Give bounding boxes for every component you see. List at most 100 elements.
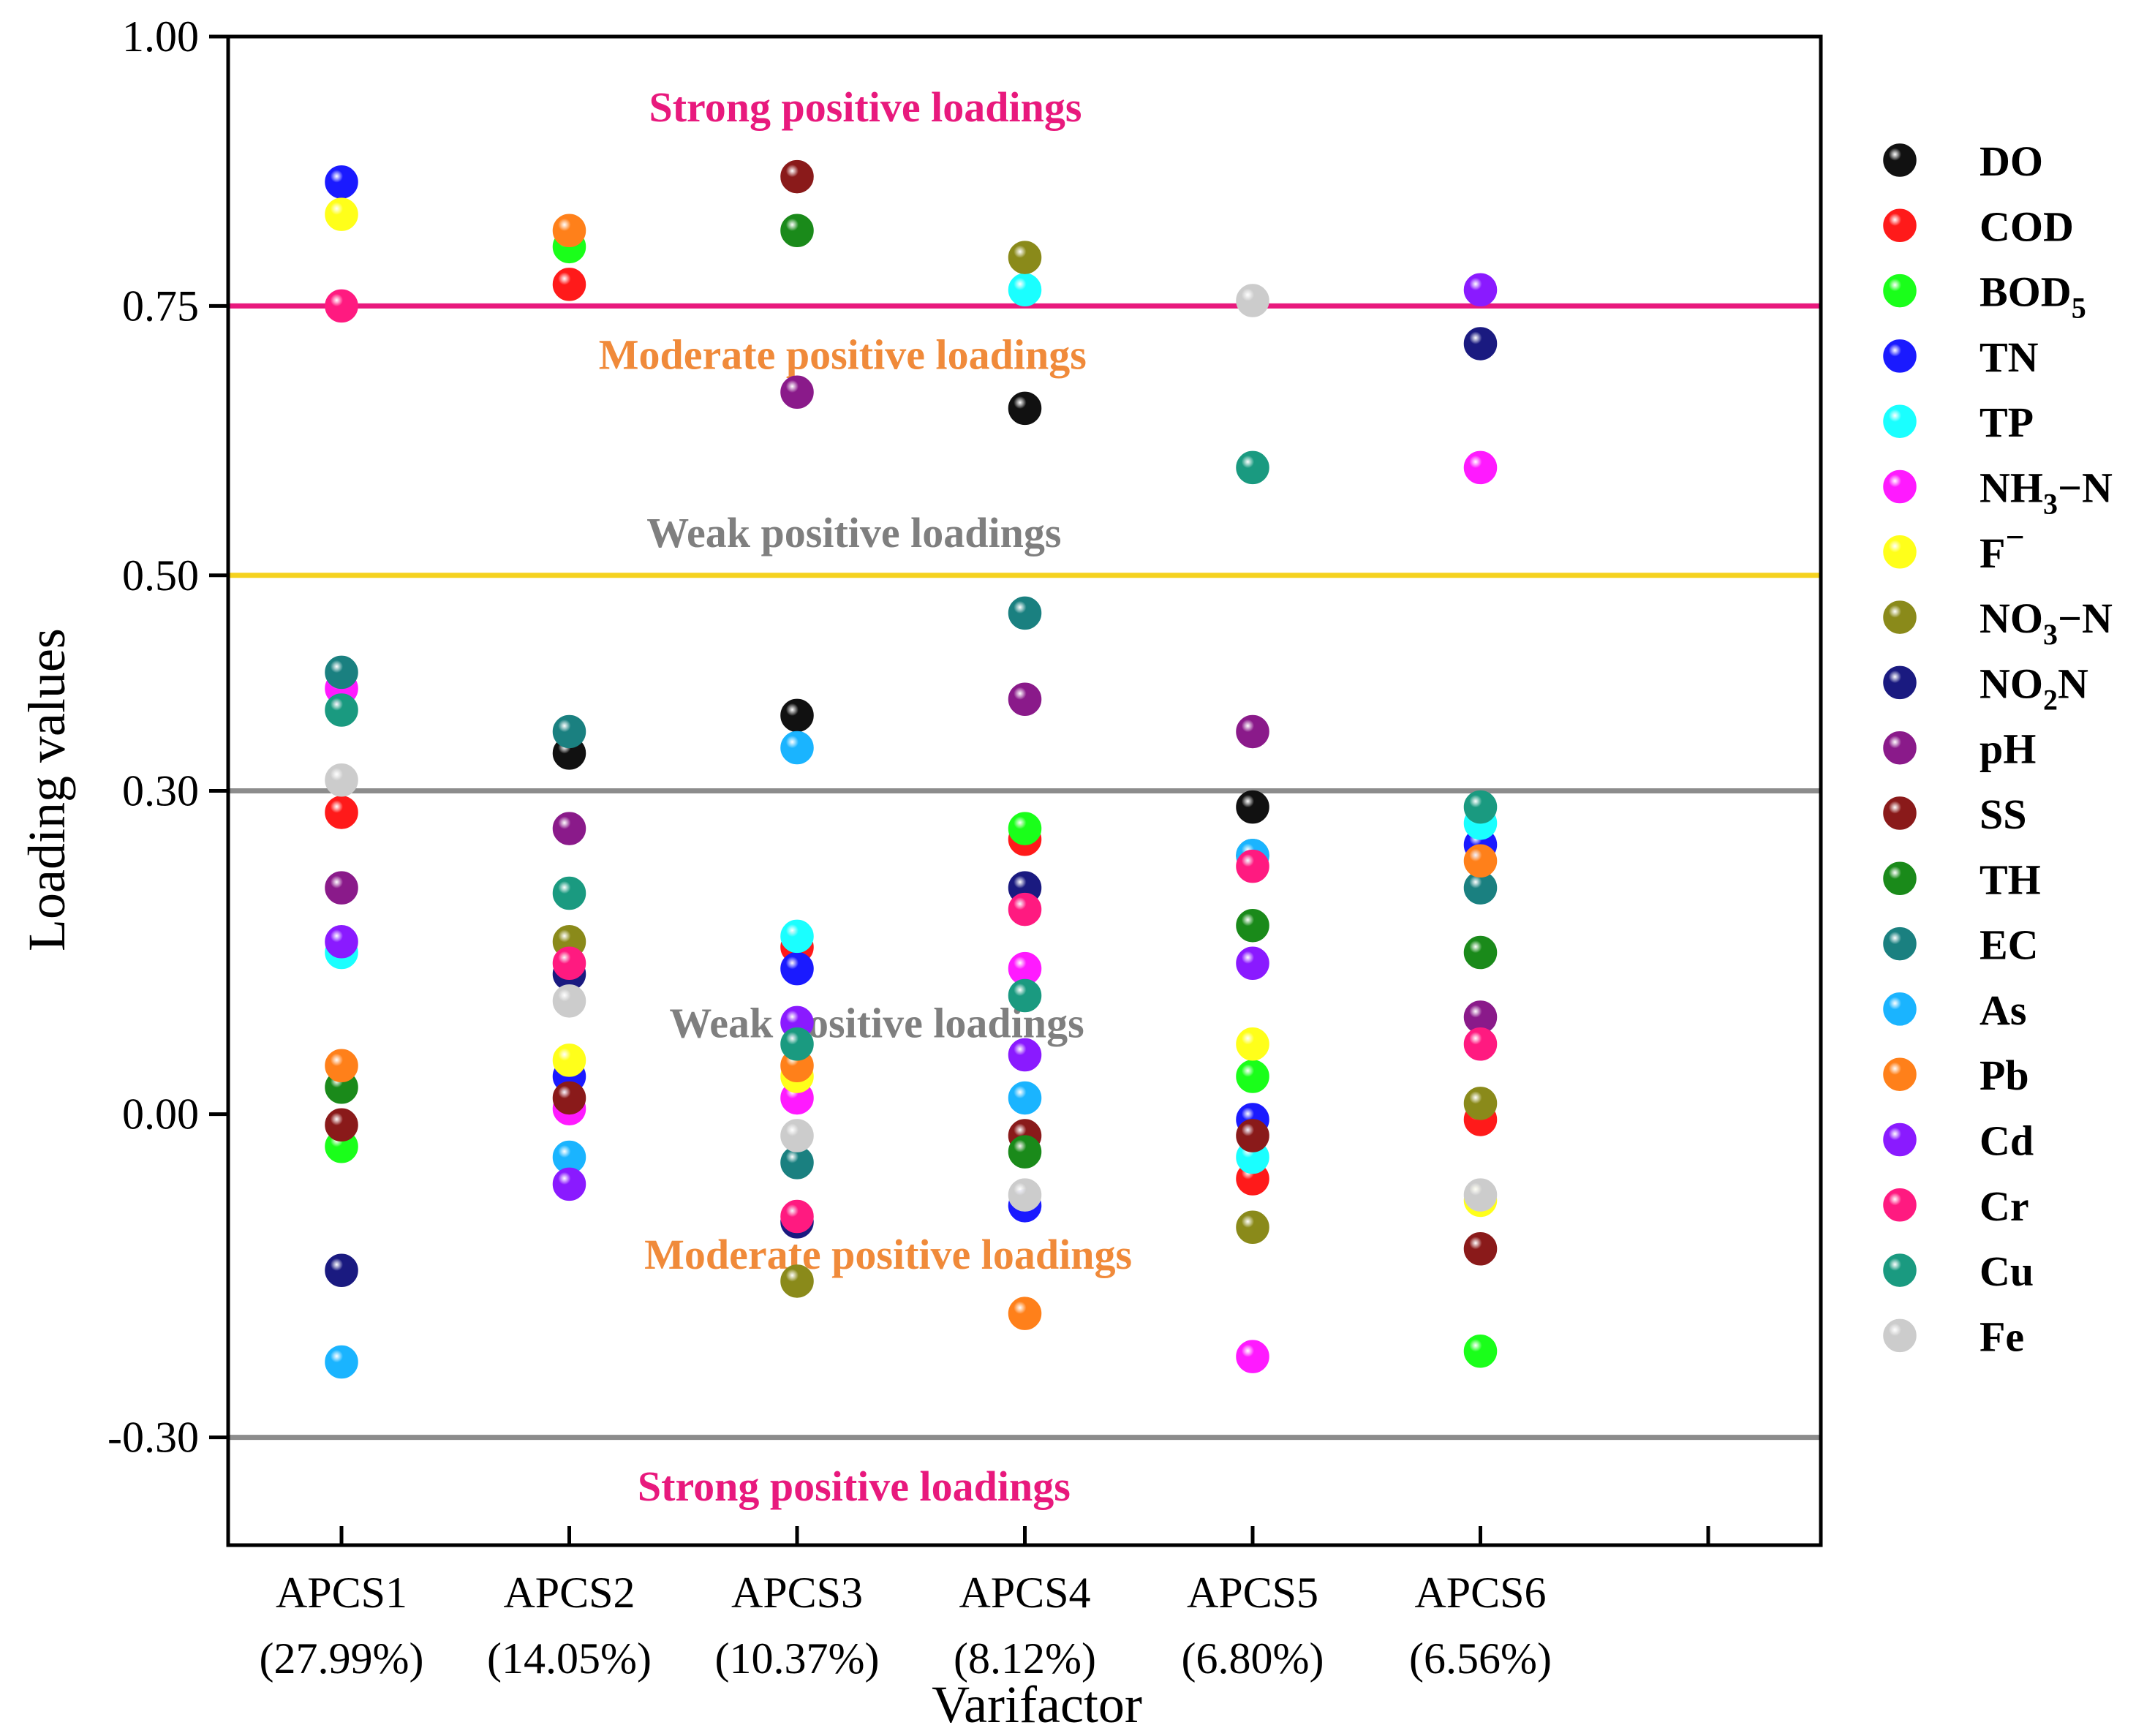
- x-category-percent: (27.99%): [260, 1634, 424, 1683]
- y-axis-title: Loading values: [18, 628, 76, 951]
- legend-pb-label: Pb: [1979, 1052, 2029, 1099]
- legend-nh3-n-marker: [1883, 469, 1917, 504]
- data-point-ss: [780, 159, 814, 194]
- legend-ss-marker: [1883, 796, 1917, 830]
- data-point-bod5: [1008, 812, 1042, 845]
- data-point-cu: [552, 876, 586, 910]
- data-point-cu: [325, 693, 358, 727]
- data-point-pb: [1008, 1297, 1042, 1330]
- legend-label-base: NO: [1979, 660, 2043, 707]
- zone-annotation: Strong positive loadings: [638, 1463, 1071, 1510]
- legend-label-base: DO: [1979, 137, 2043, 185]
- legend-do-label: DO: [1979, 137, 2043, 185]
- data-point-pb: [1463, 844, 1498, 878]
- data-point-cd: [1463, 273, 1498, 307]
- legend-ec-marker: [1883, 927, 1917, 961]
- legend-cr-label: Cr: [1979, 1182, 2029, 1230]
- data-point-nh3-n: [1463, 450, 1498, 485]
- data-point-fe: [325, 763, 358, 797]
- legend-label-suffix: N: [2058, 660, 2088, 707]
- legend-no3-n-label: NO3−N: [1979, 595, 2113, 651]
- data-point-do: [1008, 391, 1042, 426]
- legend-th-marker: [1883, 861, 1917, 896]
- data-point-cr: [552, 946, 586, 981]
- data-point-tn: [325, 165, 358, 199]
- legend-label-base: Cu: [1979, 1248, 2034, 1295]
- x-category-percent: (6.56%): [1409, 1634, 1552, 1683]
- data-point-nh3-n: [1236, 1340, 1269, 1373]
- legend-cu-label: Cu: [1979, 1248, 2034, 1295]
- data-point-ss: [1236, 1119, 1269, 1152]
- legend-label-subscript: 2: [2043, 683, 2058, 716]
- legend-th-label: TH: [1979, 856, 2041, 903]
- legend-bod5-label: BOD5: [1979, 268, 2086, 325]
- data-point-ec: [1008, 596, 1042, 630]
- legend-label-base: TP: [1979, 399, 2034, 446]
- x-category-percent: (14.05%): [487, 1634, 652, 1683]
- x-category-percent: (6.80%): [1182, 1634, 1324, 1683]
- legend-label-base: TH: [1979, 856, 2041, 903]
- zone-annotation: Strong positive loadings: [649, 83, 1082, 131]
- legend-cd-label: Cd: [1979, 1117, 2034, 1165]
- legend-cod-label: COD: [1979, 203, 2074, 250]
- legend-do-marker: [1883, 143, 1917, 177]
- data-point-ss: [325, 1108, 358, 1142]
- legend-ph-label: pH: [1979, 725, 2036, 773]
- x-category-name: APCS3: [731, 1569, 863, 1617]
- legend-tn-label: TN: [1979, 333, 2039, 381]
- x-category-percent: (10.37%): [715, 1634, 880, 1683]
- data-point-th: [780, 214, 814, 247]
- legend-cod-marker: [1883, 208, 1917, 243]
- data-point-ec: [552, 714, 586, 749]
- legend-fe-marker: [1883, 1318, 1917, 1353]
- data-point-fe: [1008, 1178, 1042, 1212]
- data-point-cu: [1463, 790, 1498, 824]
- data-point-tp: [780, 919, 814, 954]
- legend-label-base: COD: [1979, 203, 2074, 250]
- data-point-as: [780, 731, 814, 765]
- legend-pb-marker: [1883, 1057, 1917, 1091]
- zone-annotation: Moderate positive loadings: [599, 331, 1087, 379]
- data-point-pb: [552, 214, 586, 247]
- data-point-fe: [1236, 284, 1269, 317]
- data-point-no3-n: [780, 1264, 814, 1298]
- data-point-cd: [1236, 946, 1269, 981]
- data-point-ph: [325, 871, 358, 905]
- data-point-tn: [780, 951, 814, 986]
- data-point-no3-n: [1463, 1087, 1498, 1120]
- legend-fe-label: Fe: [1979, 1313, 2024, 1360]
- data-point-do: [1236, 790, 1269, 824]
- data-point-ec: [325, 655, 358, 690]
- legend-label-base: EC: [1979, 921, 2039, 969]
- legend-cr-marker: [1883, 1188, 1917, 1222]
- x-category-name: APCS2: [503, 1569, 635, 1617]
- data-point-cd: [325, 925, 358, 959]
- legend-label-base: Pb: [1979, 1052, 2029, 1099]
- legend-label-base: Cd: [1979, 1117, 2034, 1165]
- data-point-cr: [325, 289, 358, 323]
- y-tick-label: 0.75: [122, 282, 199, 330]
- zone-annotation: Weak positive loadings: [646, 509, 1061, 556]
- data-point-cr: [1008, 892, 1042, 927]
- data-point-no3-n: [1236, 1210, 1269, 1245]
- data-point-fe: [1463, 1178, 1498, 1212]
- data-point-fe: [780, 1119, 814, 1152]
- legend-tn-marker: [1883, 339, 1917, 373]
- data-point-th: [1463, 935, 1498, 970]
- x-category-percent: (8.12%): [954, 1634, 1096, 1683]
- y-tick-label: 1.00: [122, 12, 199, 61]
- zone-annotation: Moderate positive loadings: [644, 1231, 1132, 1278]
- legend-as-label: As: [1979, 986, 2026, 1034]
- data-point-th: [1008, 1135, 1042, 1169]
- x-category-name: APCS1: [276, 1569, 407, 1617]
- data-point-cd: [552, 1167, 586, 1201]
- data-point-cod: [552, 268, 586, 301]
- legend-label-base: pH: [1979, 725, 2036, 773]
- legend-no2n-marker: [1883, 665, 1917, 700]
- legend-ss-label: SS: [1979, 790, 2027, 838]
- legend-bod5-marker: [1883, 273, 1917, 308]
- legend-label-subscript: 3: [2043, 488, 2058, 521]
- legend-label-suffix: −N: [2058, 595, 2113, 642]
